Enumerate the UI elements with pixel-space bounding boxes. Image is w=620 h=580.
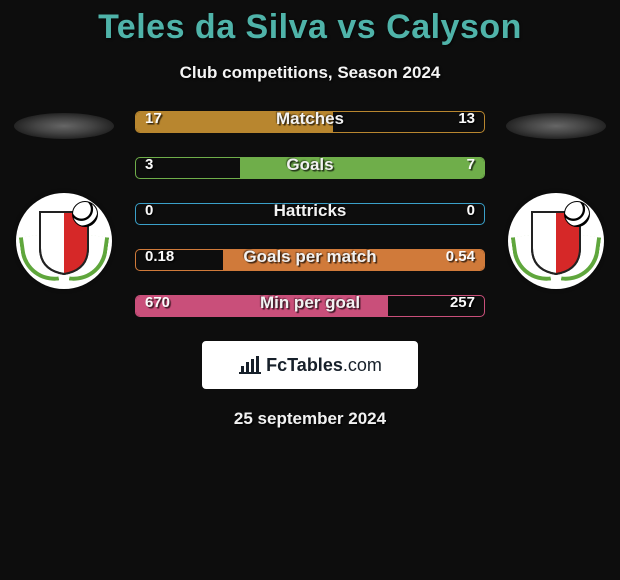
stat-row: Goals per match0.180.54 — [135, 249, 485, 271]
avatar-shadow — [14, 113, 114, 139]
stat-row: Hattricks00 — [135, 203, 485, 225]
bar-chart-icon — [238, 356, 262, 374]
brand-name: FcTables — [266, 355, 343, 375]
stat-track — [135, 111, 485, 133]
stat-track — [135, 203, 485, 225]
left-team-badge — [16, 193, 112, 289]
soccer-ball-icon — [564, 201, 590, 227]
avatar-shadow — [506, 113, 606, 139]
fill-left — [136, 296, 388, 316]
stat-row: Matches1713 — [135, 111, 485, 133]
stat-track — [135, 295, 485, 317]
left-player-side — [9, 111, 119, 289]
brand-text: FcTables.com — [266, 355, 382, 376]
page-subtitle: Club competitions, Season 2024 — [0, 63, 620, 83]
page-title: Teles da Silva vs Calyson — [0, 0, 620, 47]
brand-box[interactable]: FcTables.com — [202, 341, 418, 389]
soccer-ball-icon — [72, 201, 98, 227]
fill-right — [240, 158, 484, 178]
stat-row: Goals37 — [135, 157, 485, 179]
date-text: 25 september 2024 — [0, 409, 620, 429]
right-player-side — [501, 111, 611, 289]
stat-bars: Matches1713 Goals37 Hattricks00 Goals per m… — [135, 111, 485, 317]
stat-track — [135, 157, 485, 179]
fill-left — [136, 112, 333, 132]
stat-track — [135, 249, 485, 271]
brand-suffix: .com — [343, 355, 382, 375]
fill-right — [223, 250, 484, 270]
stat-row: Min per goal670257 — [135, 295, 485, 317]
right-team-badge — [508, 193, 604, 289]
comparison-content: Matches1713 Goals37 Hattricks00 Goals per m… — [0, 111, 620, 317]
